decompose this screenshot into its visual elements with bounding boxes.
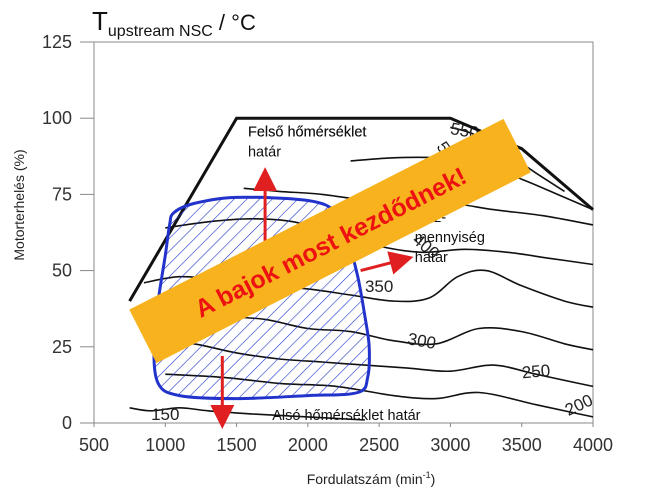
y-tick-label: 100 <box>42 108 72 128</box>
x-tick-label: 3000 <box>430 435 470 455</box>
x-tick-label: 2000 <box>288 435 328 455</box>
x-tick-label: 3500 <box>502 435 542 455</box>
contour-label: 150 <box>151 405 179 424</box>
limit-arrows <box>210 167 414 429</box>
contour-label: 350 <box>365 277 393 296</box>
x-axis-label: Fordulatszám (min-1) <box>307 470 436 487</box>
annotation-text: Alsó hőmérséklet határ <box>272 408 420 424</box>
envelope-boundary <box>128 116 594 302</box>
x-tick-label: 4000 <box>573 435 613 455</box>
chart-title: Tupstream NSC / °C <box>92 6 256 40</box>
annotation-text: Felső hőmérséklet határ <box>248 124 366 160</box>
title-unit: / °C <box>213 10 256 35</box>
x-tick-label: 1500 <box>217 435 257 455</box>
x-tick-label: 1000 <box>145 435 185 455</box>
annotation-text: Felső hőmérséklet <box>248 124 366 140</box>
tick-labels: 500 1000 1500 2000 2500 3000 3500 4000 0 25 50 75 10… <box>42 32 613 455</box>
title-main: T <box>92 6 108 36</box>
contour-label: 200 <box>562 391 596 420</box>
y-tick-label: 125 <box>42 32 72 52</box>
x-tick-label: 2500 <box>359 435 399 455</box>
y-tick-label: 75 <box>52 184 72 204</box>
y-tick-label: 25 <box>52 337 72 357</box>
limit-arrow <box>360 251 414 275</box>
contour-label: 250 <box>521 361 551 382</box>
contour-150 <box>129 406 365 421</box>
warning-banner-bg <box>129 118 531 364</box>
y-axis-label: Motorterhelés (%) <box>11 149 27 260</box>
y-tick-label: 50 <box>52 261 72 281</box>
y-tick-label: 0 <box>62 413 72 433</box>
plot-area <box>93 41 594 424</box>
x-tick-label: 500 <box>79 435 109 455</box>
contour-label: 300 <box>406 329 437 353</box>
title-sub: upstream NSC <box>108 23 213 40</box>
